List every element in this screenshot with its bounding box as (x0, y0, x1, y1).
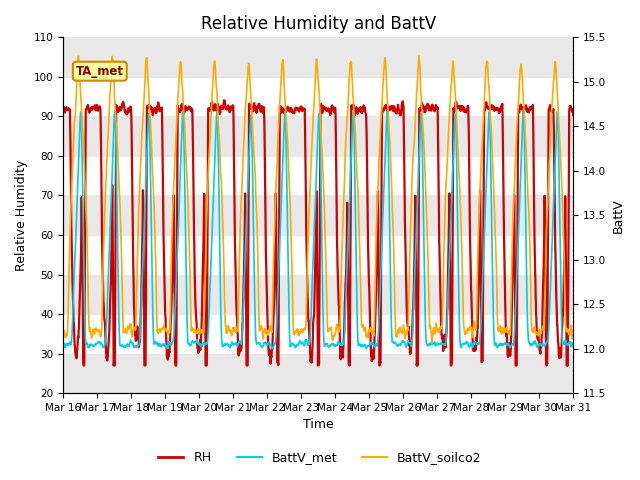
X-axis label: Time: Time (303, 419, 333, 432)
Bar (63, 354, 573, 393)
Y-axis label: Relative Humidity: Relative Humidity (15, 159, 28, 271)
Bar (63, 195, 573, 235)
Title: Relative Humidity and BattV: Relative Humidity and BattV (200, 15, 436, 33)
Legend: RH, BattV_met, BattV_soilco2: RH, BattV_met, BattV_soilco2 (154, 446, 486, 469)
Y-axis label: BattV: BattV (612, 198, 625, 232)
Bar (63, 116, 573, 156)
Bar (63, 37, 573, 77)
Bar (63, 275, 573, 314)
Text: TA_met: TA_met (76, 65, 124, 78)
